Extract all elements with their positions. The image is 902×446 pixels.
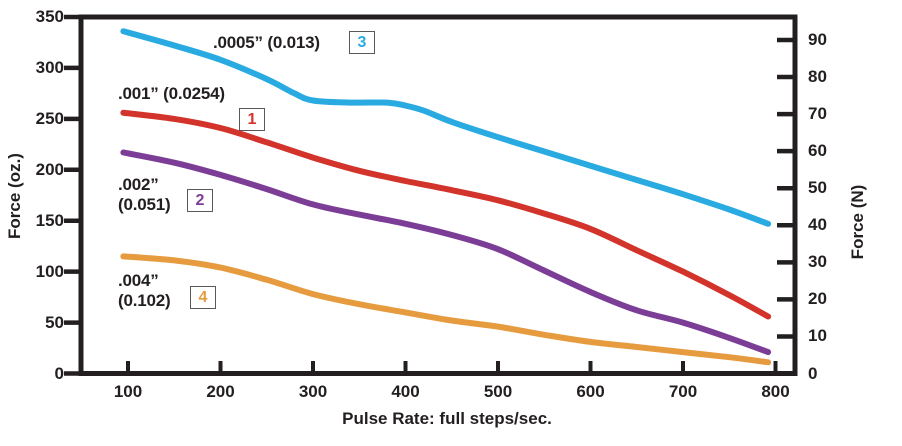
y-right-tick-label: 80 bbox=[808, 67, 827, 87]
y-right-tick-label: 60 bbox=[808, 141, 827, 161]
x-axis-label: Pulse Rate: full steps/sec. bbox=[342, 409, 552, 428]
y-right-tick-label: 90 bbox=[808, 30, 827, 49]
y-axis-label-left: Force (oz.) bbox=[5, 153, 24, 239]
y-left-tick-label: 0 bbox=[54, 363, 64, 383]
y-right-tick-label: 40 bbox=[808, 215, 827, 235]
y-left-tick-label: 150 bbox=[35, 210, 64, 230]
series-badge-1: 1 bbox=[239, 108, 265, 131]
series-label-0005in: .0005” (0.013) bbox=[213, 33, 320, 52]
x-tick-label: 400 bbox=[391, 382, 420, 401]
y-left-tick-label: 100 bbox=[35, 261, 64, 281]
y-axis-label-right: Force (N) bbox=[848, 184, 867, 260]
x-tick-label: 200 bbox=[206, 382, 235, 401]
x-tick-label: 100 bbox=[113, 382, 143, 401]
y-left-tick-label: 50 bbox=[45, 312, 64, 332]
series-curve-4 bbox=[120, 253, 772, 366]
x-tick-label: 300 bbox=[298, 382, 328, 401]
series-label-004in: .004” (0.102) bbox=[118, 271, 171, 310]
series-curve-1 bbox=[120, 109, 772, 320]
x-tick-label: 600 bbox=[576, 382, 605, 401]
x-tick-label: 500 bbox=[483, 382, 513, 401]
plot-frame bbox=[78, 14, 798, 376]
y-right-tick-label: 30 bbox=[808, 252, 827, 272]
series-curve-3 bbox=[120, 28, 772, 227]
x-tick-label: 700 bbox=[668, 382, 698, 401]
y-right-tick-label: 70 bbox=[808, 104, 827, 124]
y-left-tick-label: 350 bbox=[35, 7, 64, 26]
y-right-tick-label: 0 bbox=[808, 363, 818, 383]
series-curve-2 bbox=[120, 149, 772, 356]
series-badge-3: 3 bbox=[349, 31, 375, 54]
series-label-002in: .002” (0.051) bbox=[118, 175, 171, 214]
y-left-tick-label: 300 bbox=[35, 57, 64, 77]
y-left-tick-label: 200 bbox=[35, 159, 64, 179]
series-label-001in: .001” (0.0254) bbox=[118, 84, 225, 103]
series-badge-2: 2 bbox=[187, 189, 213, 212]
x-tick-label: 800 bbox=[761, 382, 790, 401]
y-left-tick-label: 250 bbox=[35, 108, 64, 128]
series-badge-4: 4 bbox=[190, 286, 216, 309]
y-right-tick-label: 20 bbox=[808, 289, 827, 309]
y-right-tick-label: 10 bbox=[808, 326, 827, 346]
y-right-tick-label: 50 bbox=[808, 178, 827, 198]
